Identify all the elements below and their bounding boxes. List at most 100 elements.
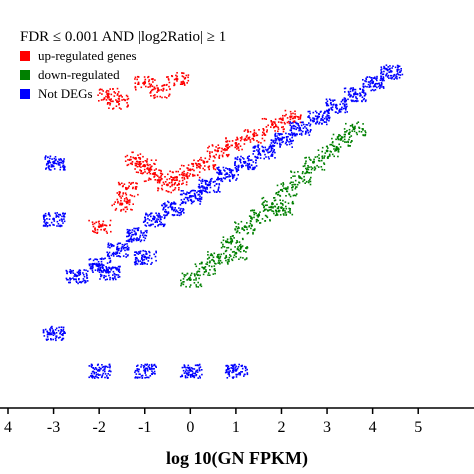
scatter-point-jitter bbox=[323, 117, 326, 120]
scatter-point-jitter bbox=[139, 234, 142, 237]
scatter-point-jitter bbox=[147, 86, 149, 88]
scatter-point-jitter bbox=[278, 190, 280, 193]
scatter-point-jitter bbox=[154, 96, 156, 99]
scatter-point-jitter bbox=[211, 151, 213, 153]
scatter-point-jitter bbox=[328, 108, 331, 111]
scatter-point-jitter bbox=[139, 153, 142, 155]
scatter-point-jitter bbox=[44, 328, 47, 331]
scatter-point-jitter bbox=[97, 94, 99, 96]
scatter-point-jitter bbox=[111, 204, 113, 207]
scatter-point-jitter bbox=[72, 269, 74, 272]
scatter-point-jitter bbox=[308, 122, 310, 124]
scatter-point-jitter bbox=[209, 152, 211, 155]
scatter-point-jitter bbox=[147, 75, 150, 78]
scatter-point-jitter bbox=[191, 368, 194, 370]
scatter-point-jitter bbox=[124, 206, 126, 209]
scatter-point-jitter bbox=[270, 205, 272, 208]
scatter-point-jitter bbox=[226, 261, 229, 263]
scatter-point-jitter bbox=[180, 193, 183, 196]
scatter-point-jitter bbox=[201, 266, 203, 269]
scatter-point-jitter bbox=[306, 169, 308, 171]
scatter-point-jitter bbox=[338, 108, 341, 111]
scatter-point-jitter bbox=[335, 146, 338, 148]
scatter-point-jitter bbox=[69, 269, 72, 271]
scatter-point-jitter bbox=[380, 75, 382, 77]
scatter-point-jitter bbox=[236, 177, 238, 180]
scatter-point-jitter bbox=[258, 129, 260, 131]
scatter-point bbox=[216, 149, 220, 153]
scatter-point-jitter bbox=[161, 188, 164, 191]
scatter-point-jitter bbox=[350, 99, 353, 102]
scatter-point-jitter bbox=[104, 376, 106, 379]
scatter-point-jitter bbox=[114, 92, 117, 94]
scatter-point-jitter bbox=[362, 123, 364, 125]
scatter-point-jitter bbox=[107, 268, 109, 271]
scatter-point-jitter bbox=[257, 141, 260, 144]
scatter-point-jitter bbox=[308, 110, 311, 113]
scatter-point-jitter bbox=[168, 178, 171, 180]
scatter-point-jitter bbox=[136, 368, 138, 370]
scatter-point-jitter bbox=[214, 149, 217, 152]
scatter-point-jitter bbox=[193, 169, 195, 172]
scatter-point-jitter bbox=[290, 181, 292, 184]
scatter-point-jitter bbox=[169, 88, 171, 90]
scatter-point-jitter bbox=[235, 242, 238, 244]
scatter-point-jitter bbox=[209, 178, 212, 181]
scatter-point-jitter bbox=[174, 187, 177, 189]
scatter-point-jitter bbox=[95, 264, 97, 266]
scatter-point-jitter bbox=[99, 92, 101, 94]
scatter-point-jitter bbox=[187, 79, 190, 82]
scatter-point-jitter bbox=[246, 228, 248, 231]
scatter-point-jitter bbox=[103, 224, 106, 226]
scatter-point-jitter bbox=[182, 208, 184, 210]
scatter-point-jitter bbox=[130, 158, 132, 161]
scatter-point-jitter bbox=[197, 163, 200, 165]
scatter-point-jitter bbox=[230, 170, 232, 173]
scatter-point-jitter bbox=[198, 277, 200, 280]
scatter-point-jitter bbox=[108, 244, 111, 247]
scatter-point-jitter bbox=[355, 96, 357, 98]
scatter-point-jitter bbox=[127, 235, 130, 238]
scatter-point-jitter bbox=[329, 150, 332, 153]
scatter-point-jitter bbox=[156, 218, 158, 220]
scatter-point-jitter bbox=[132, 156, 134, 159]
scatter-point-jitter bbox=[347, 132, 350, 135]
scatter-point-jitter bbox=[154, 173, 157, 176]
scatter-point-jitter bbox=[131, 231, 133, 234]
scatter-point-jitter bbox=[124, 210, 127, 213]
scatter-point-jitter bbox=[324, 152, 327, 154]
scatter-point-jitter bbox=[294, 121, 297, 124]
scatter-point-jitter bbox=[190, 373, 193, 376]
scatter-point-jitter bbox=[158, 214, 160, 217]
scatter-point-jitter bbox=[245, 257, 248, 259]
scatter-point-jitter bbox=[254, 145, 257, 148]
scatter-point-jitter bbox=[190, 190, 193, 192]
scatter-point-jitter bbox=[99, 265, 101, 267]
scatter-point-jitter bbox=[246, 373, 249, 376]
scatter-point-jitter bbox=[225, 256, 228, 259]
scatter-point-jitter bbox=[314, 167, 317, 170]
scatter-point-jitter bbox=[337, 112, 339, 114]
scatter-point-jitter bbox=[108, 257, 111, 260]
scatter-point-jitter bbox=[209, 155, 211, 157]
scatter-point-jitter bbox=[112, 100, 114, 103]
scatter-point-jitter bbox=[396, 64, 399, 67]
scatter-point-jitter bbox=[149, 172, 152, 175]
scatter-point-jitter bbox=[220, 179, 222, 182]
scatter-point-jitter bbox=[259, 222, 261, 224]
scatter-point-jitter bbox=[150, 257, 153, 260]
scatter-point-jitter bbox=[255, 220, 258, 223]
scatter-point-jitter bbox=[137, 163, 140, 166]
scatter-point-jitter bbox=[116, 267, 118, 269]
scatter-point-jitter bbox=[248, 163, 250, 166]
scatter-point-jitter bbox=[218, 156, 220, 158]
scatter-point-jitter bbox=[274, 199, 277, 201]
scatter-point-jitter bbox=[217, 178, 219, 181]
scatter-point-jitter bbox=[257, 144, 260, 146]
scatter-point-jitter bbox=[146, 172, 149, 175]
scatter-point-jitter bbox=[226, 247, 228, 249]
scatter-point-jitter bbox=[326, 104, 328, 107]
scatter-point-jitter bbox=[244, 367, 247, 370]
scatter-point-jitter bbox=[162, 88, 165, 91]
scatter-point-jitter bbox=[308, 172, 310, 174]
